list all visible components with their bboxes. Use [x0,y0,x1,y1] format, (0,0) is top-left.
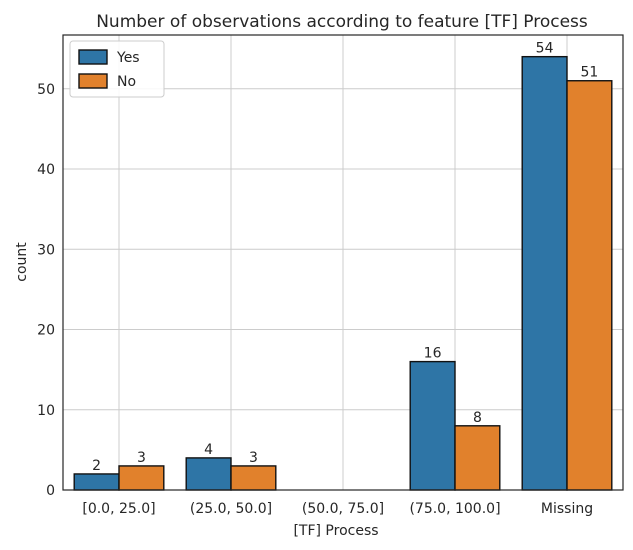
x-tick-label: (50.0, 75.0] [302,501,384,517]
x-tick-labels: [0.0, 25.0] (25.0, 50.0] (50.0, 75.0] (75.0… [82,501,593,517]
y-tick-label: 10 [37,403,55,419]
legend-label-yes: Yes [116,50,140,66]
y-tick-label: 0 [46,483,55,499]
data-label: 4 [204,442,213,458]
x-tick-label: [0.0, 25.0] [82,501,155,517]
bar-yes-4 [521,55,568,491]
data-label: 2 [92,458,101,474]
bar-yes-3 [409,360,456,491]
legend: Yes No [69,40,165,98]
legend-swatch-yes [78,49,108,65]
x-tick-label: (25.0, 50.0] [190,501,272,517]
bar-no-4 [566,80,613,491]
bar-no-1 [230,465,277,491]
x-tick-label: (75.0, 100.0] [409,501,500,517]
legend-swatch-no [78,73,108,89]
plot-frame [62,34,624,491]
y-axis-label: count [14,242,30,282]
data-label: 51 [580,65,598,81]
bar-no-0 [118,465,165,491]
data-labels: 2 4 16 54 3 3 8 51 [92,41,598,474]
y-tick-labels: 0 10 20 30 40 50 [37,82,55,499]
x-axis-label: [TF] Process [293,523,378,539]
y-tick-label: 50 [37,82,55,98]
data-label: 3 [137,450,146,466]
y-tick-label: 40 [37,162,55,178]
y-tick-label: 30 [37,242,55,258]
legend-label-no: No [117,74,136,90]
data-label: 3 [249,450,258,466]
bars [73,55,613,491]
chart-title: Number of observations according to feat… [96,12,588,32]
bar-no-3 [454,425,501,491]
bar-yes-1 [185,457,232,491]
data-label: 8 [473,410,482,426]
bar-yes-0 [73,473,120,491]
data-label: 54 [536,41,554,57]
data-label: 16 [424,346,442,362]
y-tick-label: 20 [37,323,55,339]
x-tick-label: Missing [541,501,593,517]
